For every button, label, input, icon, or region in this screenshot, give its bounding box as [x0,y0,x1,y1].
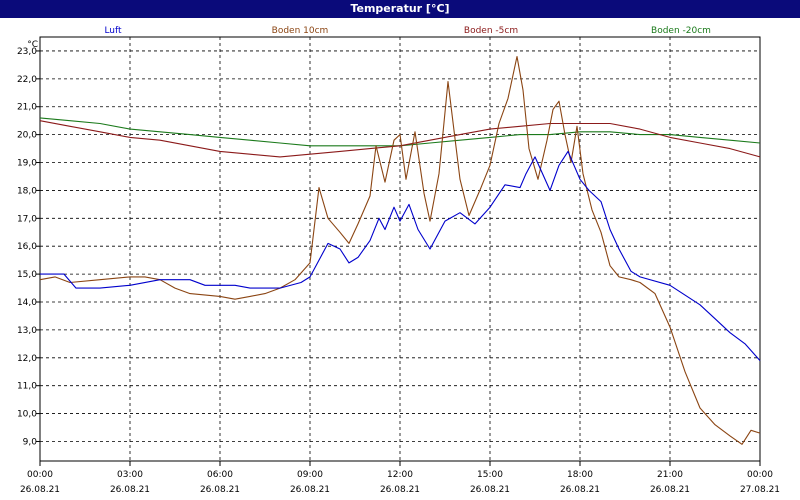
y-tick-label: 19,0 [17,159,37,169]
x-tick-date-label: 26.08.21 [380,485,420,495]
series-line-boden-5cm [39,120,761,158]
chart-title: Temperatur [°C] [0,0,800,18]
grid-lines [40,37,760,461]
x-tick-time-label: 18:00 [567,470,593,480]
x-axis-ticks: 00:00 26.08.21 03:00 26.08.21 06:00 26.08.21 0… [20,461,780,495]
legend-entry: Boden -20cm [651,26,711,36]
series-line-luft [40,150,761,361]
x-tick-time-label: 00:00 [27,470,53,480]
x-tick-date-label: 26.08.21 [470,485,510,495]
legend: Luft Boden 10cm Boden -5cm Boden -20cm [104,26,711,36]
x-tick-date-label: 26.08.21 [20,485,60,495]
y-tick-label: 22,0 [17,75,37,85]
x-tick-date-label: 26.08.21 [650,485,690,495]
legend-entry: Luft [104,26,122,36]
x-tick-date-label: 27.08.21 [740,485,780,495]
x-tick-time-label: 21:00 [657,470,683,480]
y-axis-unit-label: °C [27,40,38,50]
y-axis-ticks: 9,0 10,0 11,0 12,0 13,0 14,0 15,0 16,0 17,0 18,0 1… [17,47,40,447]
y-tick-label: 17,0 [17,214,37,224]
y-tick-label: 9,0 [23,437,38,447]
x-tick-date-label: 26.08.21 [200,485,240,495]
x-tick-time-label: 06:00 [207,470,233,480]
x-tick-time-label: 15:00 [477,470,503,480]
y-tick-label: 11,0 [17,382,37,392]
x-tick-time-label: 12:00 [387,470,413,480]
legend-entry: Boden -5cm [464,26,518,36]
series-lines [39,55,761,445]
x-tick-time-label: 03:00 [117,470,143,480]
y-tick-label: 20,0 [17,131,37,141]
y-tick-label: 12,0 [17,354,37,364]
series-line-boden-10cm [39,55,761,445]
x-tick-date-label: 26.08.21 [290,485,330,495]
y-tick-label: 23,0 [17,47,37,57]
y-tick-label: 10,0 [17,410,37,420]
legend-entry: Boden 10cm [272,26,329,36]
y-tick-label: 13,0 [17,326,37,336]
x-tick-time-label: 09:00 [297,470,323,480]
y-tick-label: 21,0 [17,103,37,113]
y-tick-label: 18,0 [17,186,37,196]
y-tick-label: 14,0 [17,298,37,308]
y-tick-label: 15,0 [17,270,37,280]
y-tick-label: 16,0 [17,242,37,252]
x-tick-date-label: 26.08.21 [110,485,150,495]
x-tick-date-label: 26.08.21 [560,485,600,495]
x-tick-time-label: 00:00 [747,470,773,480]
